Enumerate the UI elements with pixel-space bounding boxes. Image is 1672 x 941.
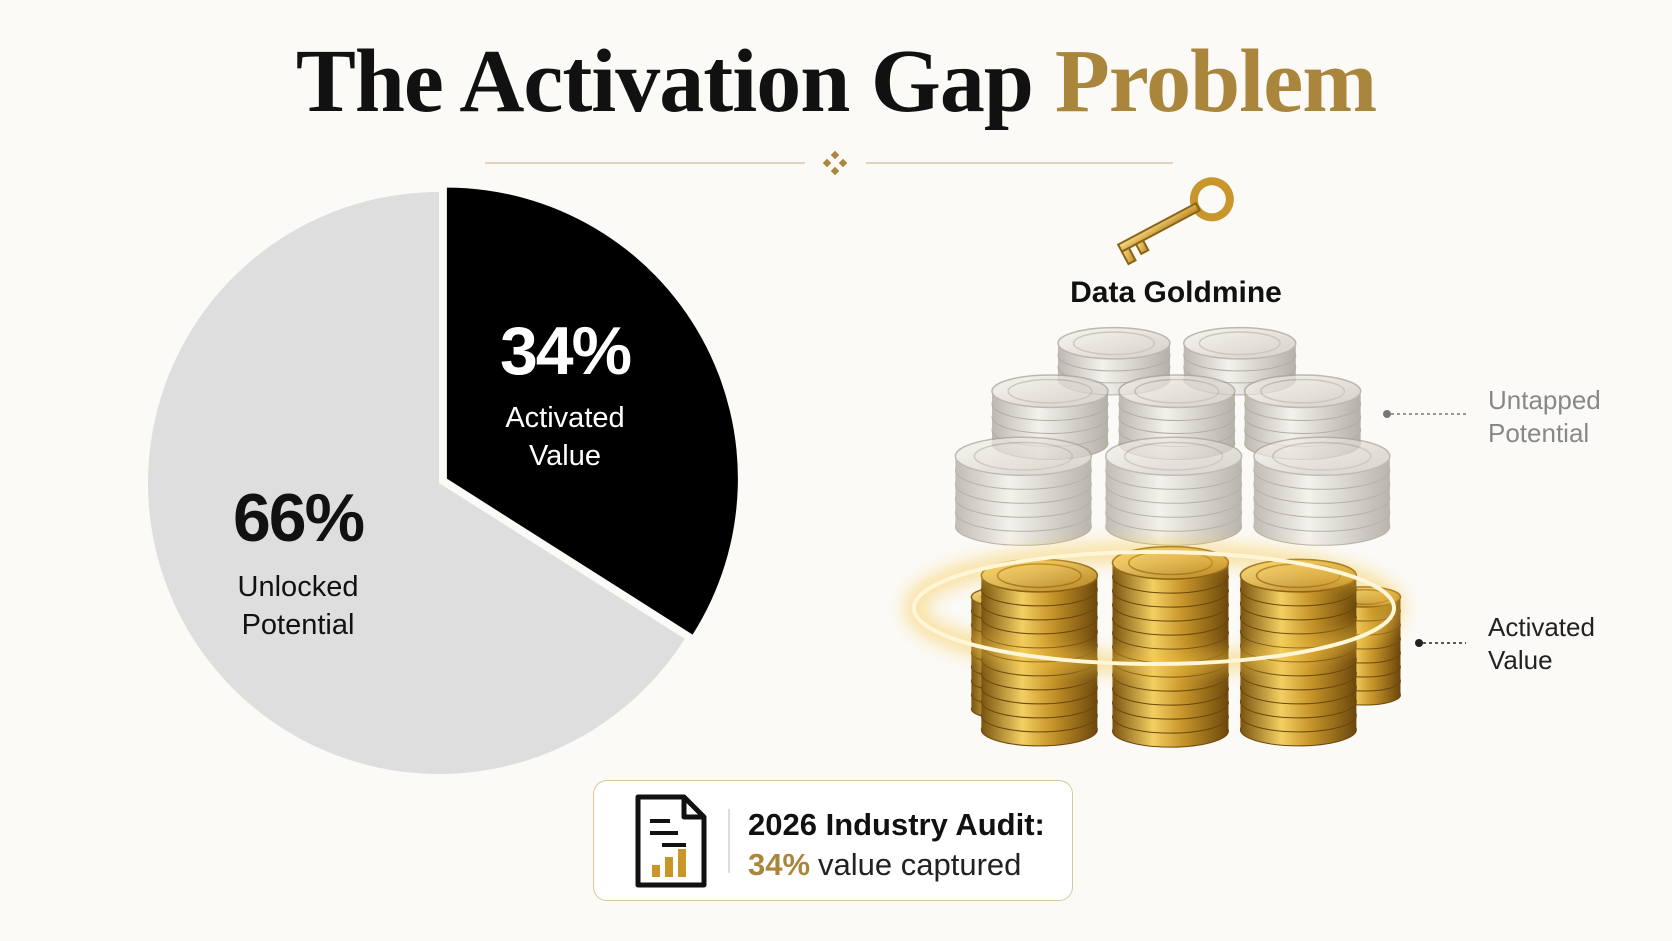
pie-category-label: Unlocked Potential — [237, 571, 359, 641]
coin-rim — [1134, 378, 1220, 404]
coin-stack — [1239, 558, 1358, 747]
separator — [728, 809, 730, 873]
glow-ring — [912, 550, 1396, 666]
coin-rim — [1272, 441, 1372, 471]
pie-value-label: 34% — [499, 313, 632, 389]
pie — [147, 187, 738, 775]
pie-value-label: 66% — [232, 480, 365, 556]
pie-slice — [147, 192, 685, 775]
coin-stack — [1253, 436, 1391, 546]
callout: 2026 Industry Audit: 34% value captured — [593, 780, 1073, 901]
coin-rim — [1072, 331, 1156, 356]
report-icon — [635, 794, 707, 888]
coin-illustration — [905, 326, 1403, 748]
coin-stack — [954, 436, 1093, 546]
coin-stack — [1183, 326, 1297, 396]
key-icon — [1116, 177, 1234, 266]
callout-rest: value captured — [818, 847, 1022, 882]
coin-stack — [1111, 545, 1230, 748]
coin-stack — [1104, 436, 1243, 546]
title: The Activation Gap Problem — [0, 30, 1672, 133]
coin-rim — [1007, 378, 1093, 404]
pie-category-label: Activated Value — [505, 402, 625, 472]
pie-slice — [446, 187, 738, 635]
title-text: The Activation Gap — [295, 32, 1034, 131]
illustration-heading: Data Goldmine — [1070, 276, 1282, 309]
coin-stack — [980, 558, 1099, 747]
connectors — [1383, 410, 1466, 647]
side-label: Activated Value — [1488, 612, 1595, 675]
title-highlight: Problem — [1054, 32, 1377, 131]
callout-text: 34% value captured — [748, 847, 1021, 883]
side-label: Untapped Potential — [1488, 385, 1601, 448]
coin-rim — [1123, 441, 1224, 471]
divider — [485, 150, 1173, 176]
callout-heading: 2026 Industry Audit: — [748, 807, 1045, 842]
coin-rim — [1260, 378, 1346, 404]
coin-rim — [1198, 331, 1281, 356]
coin-rim — [973, 441, 1074, 471]
callout-highlight: 34% — [748, 847, 811, 882]
